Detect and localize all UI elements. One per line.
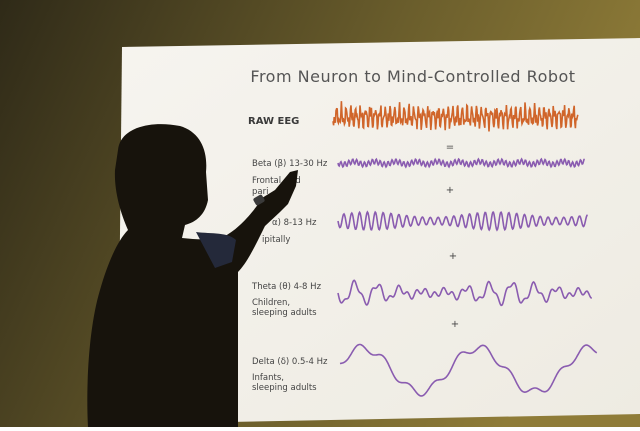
band-label: Beta (β) 13-30 Hz [252,159,328,169]
silhouette [87,124,298,428]
wave [337,210,588,232]
operator: = [446,142,454,153]
wave [337,157,586,169]
raw-label: RAW EEG [248,116,299,127]
operator: + [449,251,457,262]
band-label: Theta (θ) 4-8 Hz [251,282,322,292]
shirt-sleeve [196,232,236,268]
wave [332,101,579,132]
watch [253,194,265,206]
band-note: ipitally [262,235,290,245]
wave [337,279,592,307]
presenter [87,124,298,428]
operator: + [446,185,454,196]
waveforms [332,101,598,397]
operator: + [451,319,459,330]
band-label: α) 8-13 Hz [272,218,317,228]
band-note: sleeping adults [252,308,317,318]
band-label: Delta (δ) 0.5-4 Hz [252,357,328,367]
wave [339,343,598,397]
band-note: Children, [252,298,290,308]
band-note: sleeping adults [252,383,317,393]
band-note: Frontal [252,176,281,186]
band-note: Infants, [252,373,284,383]
band-note: pari [252,187,268,197]
slide-title: From Neuron to Mind-Controlled Robot [250,67,575,86]
